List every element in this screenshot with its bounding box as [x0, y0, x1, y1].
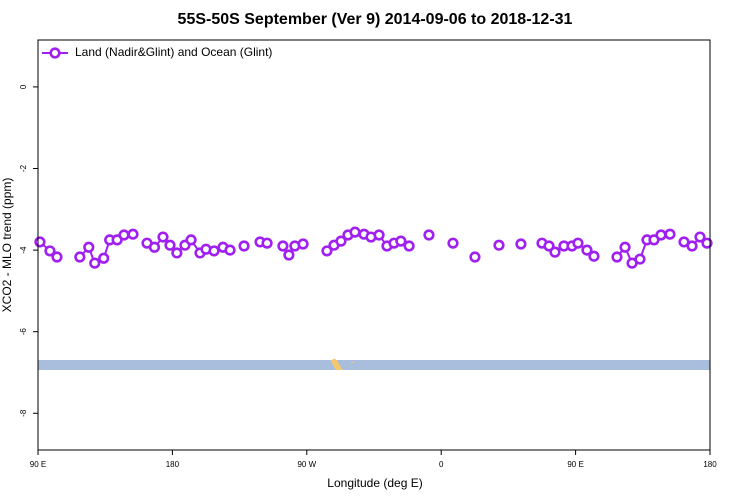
point: [423, 229, 435, 241]
point: [701, 237, 713, 249]
point: [694, 231, 706, 243]
point: [493, 239, 505, 251]
point: [208, 245, 220, 257]
point: [51, 251, 63, 263]
point: [469, 251, 481, 263]
x-tick-label: 0: [439, 460, 444, 469]
x-tick-label: 180: [703, 460, 717, 469]
point: [224, 244, 236, 256]
point: [549, 246, 561, 258]
point: [655, 229, 667, 241]
point: [34, 236, 46, 248]
point: [619, 241, 631, 253]
point: [664, 228, 676, 240]
point: [686, 240, 698, 252]
point: [118, 229, 130, 241]
point: [185, 234, 197, 246]
point: [588, 250, 600, 262]
y-axis-label: XCO2 - MLO trend (ppm): [0, 178, 14, 313]
chart-title: 55S-50S September (Ver 9) 2014-09-06 to …: [178, 11, 573, 28]
point: [44, 245, 56, 257]
point: [89, 257, 101, 269]
plot-frame: [37, 39, 711, 451]
point: [157, 231, 169, 243]
y-tick-label: -6: [19, 328, 28, 336]
point: [148, 241, 161, 253]
point: [297, 238, 309, 250]
point: [98, 252, 110, 264]
point: [634, 253, 646, 265]
x-axis-label: Longitude (deg E): [327, 476, 422, 490]
point: [611, 251, 623, 263]
point: [261, 237, 273, 249]
y-tick-label: -8: [19, 409, 28, 417]
point: [238, 240, 250, 252]
x-tick-label: 90 W: [297, 460, 316, 469]
legend-label: Land (Nadir&Glint) and Ocean (Glint): [75, 45, 272, 59]
y-tick-label: -2: [19, 164, 28, 172]
point: [349, 226, 361, 238]
x-tick-label: 90 E: [30, 460, 46, 469]
point: [403, 240, 415, 252]
point: [283, 249, 295, 261]
point: [127, 228, 139, 240]
y-tick-label: -4: [19, 246, 28, 254]
point: [335, 235, 347, 247]
land-patch: [351, 362, 354, 363]
point: [395, 235, 407, 247]
x-tick-label: 90 E: [567, 460, 583, 469]
point: [515, 238, 527, 250]
point: [164, 239, 176, 251]
point: [321, 245, 333, 257]
point: [74, 251, 86, 263]
point: [447, 237, 459, 249]
legend-marker: [49, 47, 61, 59]
x-tick-label: 180: [166, 460, 180, 469]
y-tick-label: 0: [19, 84, 28, 89]
point: [581, 244, 593, 256]
point: [572, 237, 584, 249]
point: [171, 247, 183, 259]
point: [83, 241, 95, 253]
point: [373, 229, 385, 241]
land-strip: [38, 360, 710, 370]
land-patch: [331, 358, 343, 370]
plot-area: [34, 226, 713, 269]
point: [277, 240, 289, 252]
